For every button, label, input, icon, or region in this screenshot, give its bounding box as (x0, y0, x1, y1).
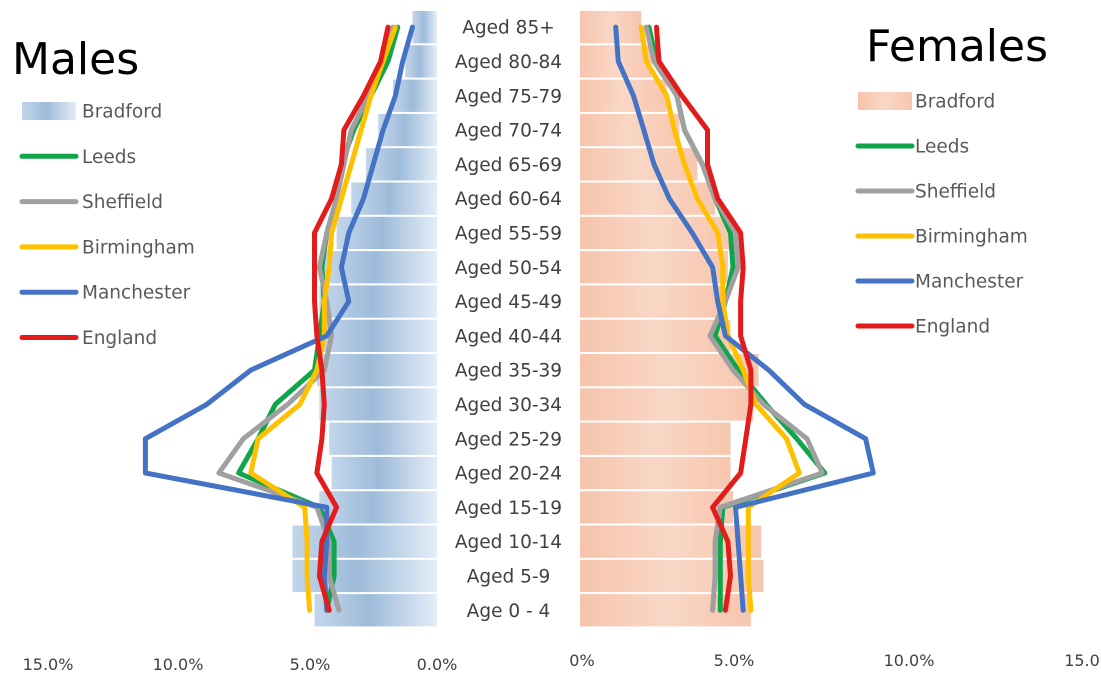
female-bar-aged-25-29 (580, 422, 731, 455)
age-label-aged-50-54: Aged 50-54 (455, 258, 562, 279)
age-label-aged-45-49: Aged 45-49 (455, 292, 562, 313)
male-bar-aged-35-39 (316, 354, 437, 387)
female-line-manchester (613, 24, 876, 613)
male-bar-aged-25-29 (329, 422, 437, 455)
female-line-england (654, 24, 754, 613)
right-tick-label: 10.0% (884, 651, 935, 670)
male-lines (142, 24, 415, 613)
male-bar-aged-80-84 (405, 45, 437, 78)
male-bar-aged-40-44 (319, 319, 437, 352)
female-bar-aged-45-49 (580, 285, 723, 318)
female-bar-aged-85 (580, 11, 642, 44)
age-label-aged-65-69: Aged 65-69 (455, 155, 562, 176)
legend-label-england: England (915, 317, 990, 338)
age-label-aged-60-64: Aged 60-64 (455, 189, 562, 210)
male-bar-aged-20-24 (331, 456, 437, 490)
left-tick-label: 0.0% (417, 655, 458, 674)
male-line-sheffield (216, 24, 396, 613)
male-line-birmingham (248, 24, 398, 613)
legend-label-birmingham: Birmingham (915, 227, 1028, 248)
legend-swatch-bradford (22, 102, 76, 120)
age-label-aged-40-44: Aged 40-44 (455, 326, 562, 347)
female-bar-aged-10-14 (580, 525, 762, 558)
age-label-age-0-4: Age 0 - 4 (467, 601, 551, 622)
age-label-aged-25-29: Aged 25-29 (455, 429, 562, 450)
legend-label-manchester: Manchester (82, 283, 191, 304)
female-bar-aged-5-9 (580, 559, 764, 593)
left-tick-label: 10.0% (153, 655, 204, 674)
females-title: Females (866, 21, 1048, 72)
age-label-aged-80-84: Aged 80-84 (455, 52, 562, 73)
female-bar-aged-20-24 (580, 456, 731, 490)
female-bar-aged-50-54 (580, 251, 728, 284)
age-label-aged-10-14: Aged 10-14 (455, 532, 562, 553)
legend-label-bradford: Bradford (915, 92, 995, 113)
age-label-aged-5-9: Aged 5-9 (467, 566, 551, 587)
age-label-aged-35-39: Aged 35-39 (455, 361, 562, 382)
legend-label-bradford: Bradford (82, 102, 162, 123)
female-lines (613, 24, 876, 613)
legend-swatch-bradford (858, 92, 912, 110)
male-bar-aged-30-34 (319, 388, 437, 421)
male-bar-aged-5-9 (292, 559, 437, 593)
female-bars (580, 11, 764, 627)
age-labels: Aged 85+ Aged 80-84 Aged 75-79 Aged 70-74 Ag… (455, 18, 562, 622)
age-label-aged-85: Aged 85+ (462, 18, 554, 39)
legend-label-manchester: Manchester (915, 272, 1024, 293)
right-legend: Bradford Leeds Sheffield Birmingham Manchest… (855, 92, 1028, 338)
female-bar-aged-40-44 (580, 319, 731, 352)
left-tick-label: 15.0% (23, 655, 74, 674)
age-label-aged-20-24: Aged 20-24 (455, 464, 562, 485)
legend-label-leeds: Leeds (915, 137, 969, 158)
age-label-aged-55-59: Aged 55-59 (455, 223, 562, 244)
right-axis-ticks: 0% 5.0% 10.0% 15.0 (569, 651, 1100, 670)
female-bar-aged-70-74 (580, 113, 680, 147)
female-bar-aged-15-19 (580, 491, 733, 524)
age-label-aged-70-74: Aged 70-74 (455, 121, 562, 142)
male-bar-aged-10-14 (292, 525, 437, 558)
legend-label-birmingham: Birmingham (82, 237, 195, 258)
male-bar-aged-45-49 (319, 285, 437, 318)
right-tick-label: 15.0 (1064, 651, 1100, 670)
right-tick-label: 0% (569, 651, 594, 670)
legend-label-england: England (82, 328, 157, 349)
left-legend: Bradford Leeds Sheffield Birmingham Manchest… (19, 102, 195, 349)
female-bar-aged-65-69 (580, 148, 698, 181)
legend-label-sheffield: Sheffield (82, 192, 163, 213)
female-bar-aged-30-34 (580, 388, 754, 421)
male-bar-aged-85 (412, 11, 437, 44)
legend-label-sheffield: Sheffield (915, 182, 996, 203)
age-label-aged-30-34: Aged 30-34 (455, 395, 562, 416)
female-line-sheffield (643, 24, 825, 613)
male-bar-age-0-4 (314, 594, 437, 627)
males-title: Males (12, 34, 139, 85)
left-tick-label: 5.0% (290, 655, 331, 674)
legend-label-leeds: Leeds (82, 147, 136, 168)
female-line-birmingham (638, 24, 802, 613)
age-label-aged-75-79: Aged 75-79 (455, 86, 562, 107)
age-label-aged-15-19: Aged 15-19 (455, 498, 562, 519)
male-line-manchester (142, 24, 415, 613)
male-line-england (312, 24, 391, 613)
left-axis-ticks: 15.0% 10.0% 5.0% 0.0% (23, 655, 458, 674)
female-bar-aged-75-79 (580, 79, 667, 112)
right-tick-label: 5.0% (714, 651, 755, 670)
male-bars (292, 11, 437, 627)
female-bar-aged-55-59 (580, 216, 731, 250)
